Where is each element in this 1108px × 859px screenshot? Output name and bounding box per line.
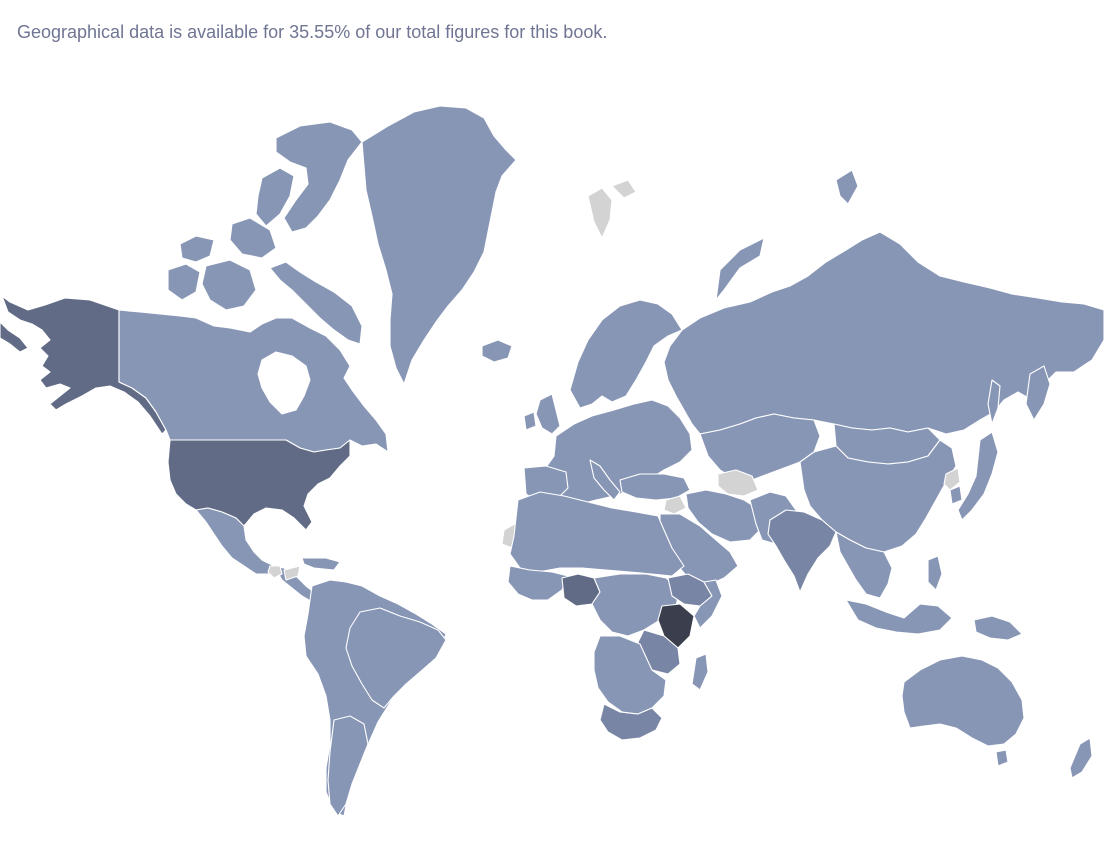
country-italy[interactable] [589,459,621,501]
country-scandinavia[interactable] [569,299,683,409]
country-mexico[interactable] [195,507,275,575]
country-ireland[interactable] [523,411,537,431]
country-madagascar[interactable] [691,653,709,691]
country-guatemala[interactable] [267,565,283,579]
country-uk[interactable] [535,393,561,435]
country-syria[interactable] [663,495,687,515]
country-new-guinea[interactable] [973,615,1023,641]
country-argentina[interactable] [327,715,369,817]
country-turkmenistan[interactable] [717,469,759,497]
country-canada-islands-3[interactable] [201,259,257,311]
country-south-africa[interactable] [599,703,663,741]
country-west-africa[interactable] [507,565,569,601]
country-brazil[interactable] [345,607,447,709]
country-caribbean[interactable] [301,557,341,571]
country-iberia[interactable] [523,465,569,503]
country-north-africa[interactable] [509,491,685,577]
country-iran-region[interactable] [685,489,763,543]
country-tasmania[interactable] [995,749,1009,767]
country-greenland[interactable] [361,105,517,385]
country-turkey[interactable] [619,473,691,501]
country-south-korea[interactable] [949,485,963,505]
country-united-states[interactable] [167,439,351,531]
country-iceland[interactable] [481,339,513,363]
country-philippines[interactable] [927,555,943,591]
country-canada[interactable] [118,309,389,453]
country-somalia[interactable] [693,579,723,629]
country-australia[interactable] [901,655,1025,747]
country-canada-islands-1[interactable] [179,235,215,263]
country-ellesmere[interactable] [275,121,363,233]
country-svalbard[interactable] [587,187,613,239]
country-southeast-asia[interactable] [835,531,893,599]
country-japan[interactable] [957,431,999,521]
country-svalbard-2[interactable] [611,179,637,199]
country-canada-islands-4[interactable] [255,167,295,227]
country-sakhalin[interactable] [987,379,1001,425]
country-north-korea[interactable] [943,467,961,491]
world-map [0,60,1108,859]
country-canada-islands-5[interactable] [229,217,277,259]
country-india[interactable] [767,509,837,593]
country-malaysia-indonesia[interactable] [845,599,953,635]
country-canada-islands-2[interactable] [167,263,201,301]
country-arctic-islands-ru[interactable] [835,169,859,205]
country-baffin[interactable] [269,261,363,345]
country-new-zealand[interactable] [1069,737,1093,779]
country-kamchatka[interactable] [1025,365,1051,421]
coverage-caption: Geographical data is available for 35.55… [17,22,608,42]
country-alaska-peninsula[interactable] [0,321,29,353]
country-kenya[interactable] [657,603,695,649]
country-hudson-bay-hole [257,351,311,415]
country-cuba[interactable] [283,565,301,581]
country-novaya-zemlya[interactable] [715,237,765,301]
